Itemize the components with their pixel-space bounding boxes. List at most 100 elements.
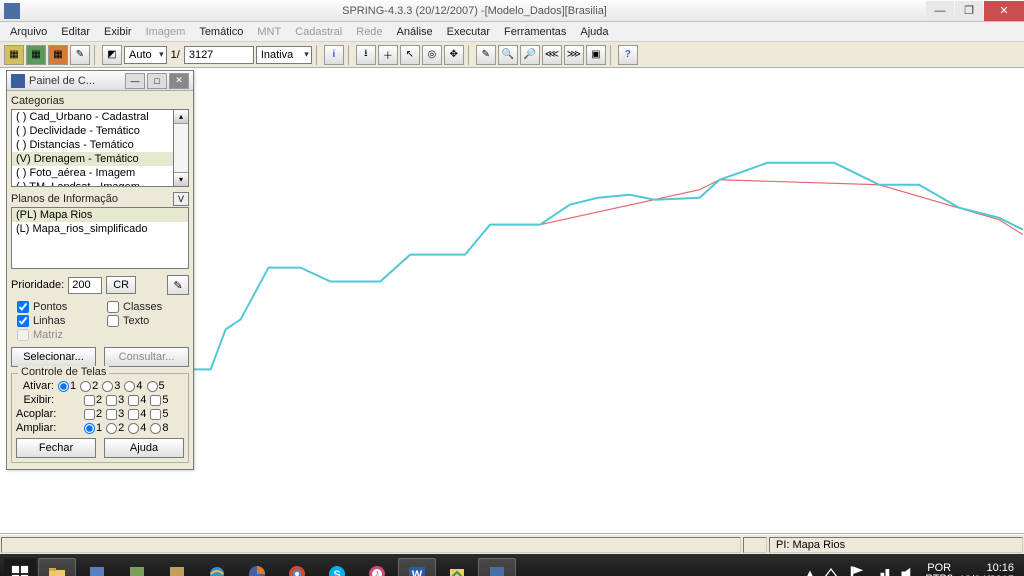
- selecionar-button[interactable]: Selecionar...: [11, 347, 96, 367]
- menu-exibir[interactable]: Exibir: [98, 24, 138, 40]
- acoplar-5[interactable]: [150, 409, 161, 420]
- start-button[interactable]: [4, 558, 36, 576]
- planos-v-button[interactable]: V: [173, 192, 189, 206]
- taskbar-app-3[interactable]: [158, 558, 196, 576]
- toolbar-btn-plus[interactable]: ＋: [378, 45, 398, 65]
- check-classes[interactable]: Classes: [107, 301, 189, 313]
- cr-button[interactable]: CR: [106, 276, 136, 294]
- prioridade-input[interactable]: 200: [68, 277, 102, 294]
- check-linhas[interactable]: Linhas: [17, 315, 99, 327]
- ampliar-2[interactable]: [106, 423, 117, 434]
- ativar-4[interactable]: [124, 381, 135, 392]
- acoplar-4[interactable]: [128, 409, 139, 420]
- toolbar-btn-4[interactable]: ✎: [70, 45, 90, 65]
- minimize-button[interactable]: —: [926, 1, 954, 21]
- combo-auto[interactable]: Auto: [124, 46, 167, 64]
- panel-close-button[interactable]: ✕: [169, 73, 189, 89]
- network-icon[interactable]: [873, 564, 893, 576]
- categoria-item[interactable]: ( ) TM_Landsat - Imagem: [12, 180, 173, 187]
- toolbar-btn-pan[interactable]: ✥: [444, 45, 464, 65]
- toolbar-btn-1[interactable]: ▦: [4, 45, 24, 65]
- ampliar-1[interactable]: [84, 423, 95, 434]
- taskbar-app-1[interactable]: [78, 558, 116, 576]
- panel-titlebar[interactable]: Painel de C... — □ ✕: [7, 71, 193, 91]
- exibir-4[interactable]: [128, 395, 139, 406]
- volume-icon[interactable]: [899, 564, 919, 576]
- menu-temático[interactable]: Temático: [193, 24, 249, 40]
- categoria-item[interactable]: ( ) Foto_aérea - Imagem: [12, 166, 173, 180]
- ativar-2[interactable]: [80, 381, 91, 392]
- taskbar-chrome[interactable]: [278, 558, 316, 576]
- ativar-3[interactable]: [102, 381, 113, 392]
- toolbar-btn-3[interactable]: ▦: [48, 45, 68, 65]
- menu-imagem[interactable]: Imagem: [140, 24, 192, 40]
- system-tray[interactable]: ▲ POR PTB2 10:16 18/04/2015: [799, 562, 1020, 576]
- acoplar-2[interactable]: [84, 409, 95, 420]
- toolbar-btn-5[interactable]: ◩: [102, 45, 122, 65]
- tray-up-icon[interactable]: ▲: [805, 568, 816, 576]
- toolbar-btn-down[interactable]: ⭳: [356, 45, 376, 65]
- categoria-item[interactable]: ( ) Cad_Urbano - Cadastral: [12, 110, 173, 124]
- taskbar-skype[interactable]: S: [318, 558, 356, 576]
- fechar-button[interactable]: Fechar: [16, 438, 96, 458]
- tray-clock[interactable]: 10:16 18/04/2015: [959, 562, 1014, 576]
- taskbar-word[interactable]: W: [398, 558, 436, 576]
- taskbar-spring[interactable]: [478, 558, 516, 576]
- menu-análise[interactable]: Análise: [391, 24, 439, 40]
- toolbar-btn-zoomout[interactable]: 🔎: [520, 45, 540, 65]
- planos-list[interactable]: (PL) Mapa Rios(L) Mapa_rios_simplificado: [11, 207, 189, 269]
- tray-icon-1[interactable]: [821, 564, 841, 576]
- taskbar-firefox[interactable]: [238, 558, 276, 576]
- exibir-5[interactable]: [150, 395, 161, 406]
- toolbar-btn-target[interactable]: ◎: [422, 45, 442, 65]
- menu-executar[interactable]: Executar: [441, 24, 496, 40]
- ampliar-4[interactable]: [128, 423, 139, 434]
- toolbar-btn-prev[interactable]: ⋘: [542, 45, 562, 65]
- toolbar-btn-2[interactable]: ▦: [26, 45, 46, 65]
- ampliar-8[interactable]: [150, 423, 161, 434]
- check-pontos[interactable]: Pontos: [17, 301, 99, 313]
- ativar-1[interactable]: [58, 381, 69, 392]
- menu-ferramentas[interactable]: Ferramentas: [498, 24, 572, 40]
- categoria-item[interactable]: (V) Drenagem - Temático: [12, 152, 173, 166]
- ajuda-button[interactable]: Ajuda: [104, 438, 184, 458]
- acoplar-3[interactable]: [106, 409, 117, 420]
- flag-icon[interactable]: [847, 564, 867, 576]
- plano-item[interactable]: (L) Mapa_rios_simplificado: [12, 222, 188, 236]
- toolbar-btn-edit[interactable]: ✎: [476, 45, 496, 65]
- toolbar-btn-cursor[interactable]: ↖: [400, 45, 420, 65]
- ativar-5[interactable]: [147, 381, 158, 392]
- categoria-item[interactable]: ( ) Declividade - Temático: [12, 124, 173, 138]
- taskbar-app-2[interactable]: [118, 558, 156, 576]
- toolbar-btn-x[interactable]: ▣: [586, 45, 606, 65]
- menu-mnt[interactable]: MNT: [251, 24, 287, 40]
- workspace[interactable]: Painel de C... — □ ✕ Categorias ( ) Cad_…: [0, 68, 1024, 534]
- maximize-button[interactable]: ❐: [955, 1, 983, 21]
- taskbar-app-4[interactable]: [438, 558, 476, 576]
- menu-cadastral[interactable]: Cadastral: [289, 24, 348, 40]
- taskbar-itunes[interactable]: ♪: [358, 558, 396, 576]
- check-texto[interactable]: Texto: [107, 315, 189, 327]
- panel-minimize-button[interactable]: —: [125, 73, 145, 89]
- toolbar-btn-zoomin[interactable]: 🔍: [498, 45, 518, 65]
- toolbar-btn-help[interactable]: ?: [618, 45, 638, 65]
- taskbar-ie[interactable]: [198, 558, 236, 576]
- exibir-3[interactable]: [106, 395, 117, 406]
- consultar-button[interactable]: Consultar...: [104, 347, 189, 367]
- exibir-2[interactable]: [84, 395, 95, 406]
- menu-editar[interactable]: Editar: [55, 24, 96, 40]
- panel-maximize-button[interactable]: □: [147, 73, 167, 89]
- pencil-button[interactable]: ✎: [167, 275, 189, 295]
- menu-rede[interactable]: Rede: [350, 24, 388, 40]
- categoria-item[interactable]: ( ) Distancias - Temático: [12, 138, 173, 152]
- menu-arquivo[interactable]: Arquivo: [4, 24, 53, 40]
- menu-ajuda[interactable]: Ajuda: [574, 24, 614, 40]
- taskbar-explorer[interactable]: [38, 558, 76, 576]
- categorias-list[interactable]: ( ) Cad_Urbano - Cadastral( ) Declividad…: [11, 109, 173, 187]
- combo-inativa[interactable]: Inativa: [256, 46, 312, 64]
- close-button[interactable]: ✕: [984, 1, 1024, 21]
- scale-input[interactable]: 3127: [184, 46, 254, 64]
- categorias-scrollbar[interactable]: ▴▾: [173, 109, 189, 187]
- toolbar-btn-info[interactable]: i: [324, 45, 344, 65]
- toolbar-btn-next[interactable]: ⋙: [564, 45, 584, 65]
